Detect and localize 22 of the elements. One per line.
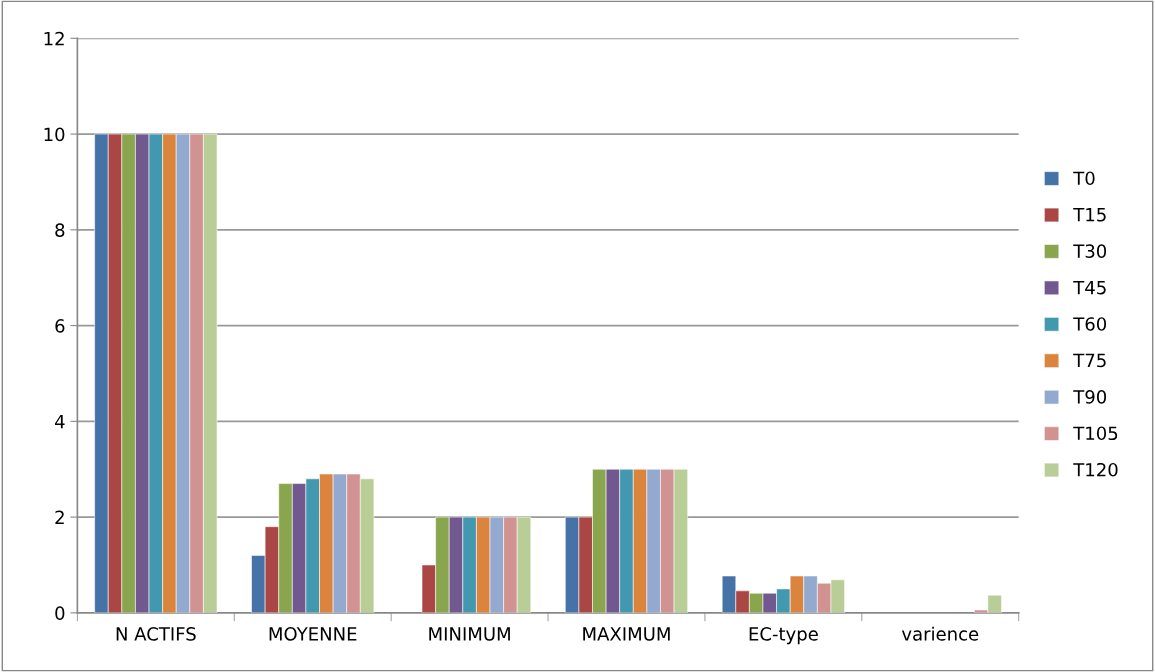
x-tick-label: MAXIMUM	[583, 627, 670, 641]
y-tick-label: 0	[55, 606, 65, 620]
y-tick-label: 6	[55, 319, 65, 333]
x-tick-label: MINIMUM	[429, 627, 510, 641]
legend-label: T15	[1073, 208, 1106, 222]
legend-label: T105	[1073, 426, 1118, 441]
legend-label: T45	[1073, 280, 1106, 295]
legend-label: T30	[1073, 244, 1107, 258]
x-tick-label: varience	[901, 626, 979, 641]
y-tick-label: 10	[44, 127, 65, 142]
x-tick-label: EC-type	[749, 627, 818, 645]
y-tick-label: 8	[55, 223, 65, 237]
x-tick-label: N ACTIFS	[116, 627, 196, 641]
legend-label: T75	[1073, 353, 1106, 368]
legend-label: T120	[1073, 462, 1118, 477]
legend-label: T90	[1073, 390, 1107, 404]
legend-label: T0	[1073, 171, 1095, 186]
y-tick-label: 4	[54, 415, 65, 429]
x-tick-label: MOYENNE	[269, 627, 357, 641]
legend-label: T60	[1073, 317, 1107, 331]
y-tick-label: 2	[55, 510, 64, 524]
y-tick-label: 12	[44, 31, 64, 46]
